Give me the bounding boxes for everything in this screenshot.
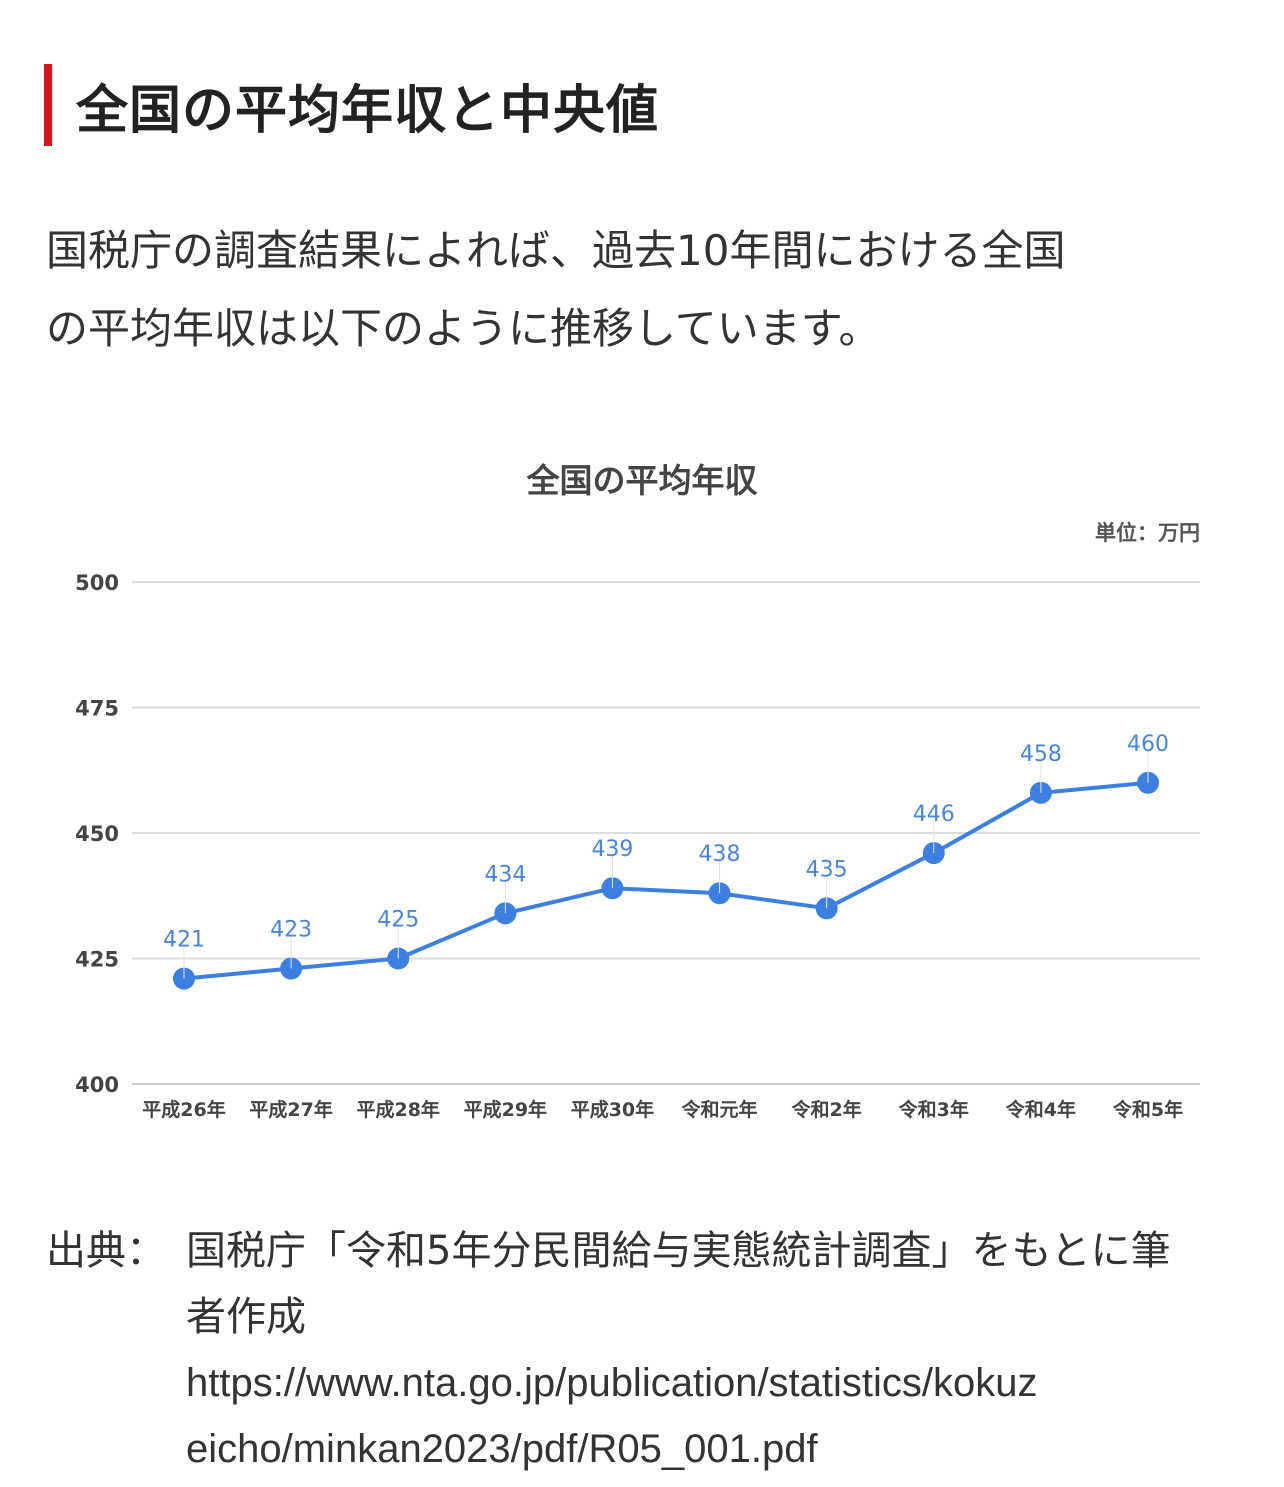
series-line [183, 780, 1149, 981]
average-income-chart: 全国の平均年収 単位：万円 500 475 450 425 400 平成26年 平成27年… [75, 461, 1200, 1121]
source-line-2: 者作成 [186, 1294, 306, 1340]
x-tick-label-4: 平成29年 [464, 1098, 547, 1121]
source-url-line-2[interactable]: eicho/minkan2023/pdf/R05_001.pdf [186, 1427, 818, 1471]
data-label-3: 425 [377, 908, 419, 933]
chart-series-line-group [183, 780, 1149, 981]
y-tick-label-450: 450 [75, 822, 119, 846]
data-label-10: 460 [1127, 732, 1169, 757]
data-label-1: 421 [163, 928, 205, 953]
y-tick-label-425: 425 [75, 948, 119, 972]
intro-line-2: の平均年収は以下のように推移しています。 [46, 304, 881, 353]
heading-accent-bar [44, 64, 52, 146]
chart-x-axis: 平成26年 平成27年 平成28年 平成29年 平成30年 令和元年 令和2年 令和3年 令和4… [142, 1098, 1183, 1121]
x-tick-label-9: 令和4年 [1006, 1098, 1076, 1121]
data-label-6: 438 [699, 842, 741, 867]
x-tick-label-3: 平成28年 [356, 1098, 439, 1121]
intro-paragraph: 国税庁の調査結果によれば、過去10年間における全国 の平均年収は以下のように推移… [46, 212, 1246, 368]
chart-title: 全国の平均年収 [526, 461, 759, 500]
chart-unit-label: 単位：万円 [1095, 521, 1200, 545]
chart-data-labels: 421 423 425 434 439 438 435 446 458 460 [163, 732, 1169, 979]
source-url-line-1[interactable]: https://www.nta.go.jp/publication/statis… [186, 1361, 1038, 1405]
heading-title: 全国の平均年収と中央値 [76, 80, 660, 141]
data-label-8: 446 [913, 802, 955, 827]
chart-points [173, 771, 1159, 990]
x-tick-label-2: 平成27年 [249, 1098, 332, 1121]
x-tick-label-10: 令和5年 [1113, 1098, 1183, 1121]
x-tick-label-5: 平成30年 [571, 1098, 654, 1121]
chart-y-axis: 500 475 450 425 400 [75, 571, 119, 1097]
x-tick-label-8: 令和3年 [899, 1098, 969, 1121]
x-tick-label-1: 平成26年 [142, 1098, 225, 1121]
chart-gridlines [132, 581, 1200, 1085]
y-tick-label-475: 475 [75, 697, 119, 721]
source-line-1: 国税庁「令和5年分民間給与実態統計調査」をもとに筆 [186, 1228, 1171, 1274]
section-heading: 全国の平均年収と中央値 [44, 64, 659, 146]
x-tick-label-6: 令和元年 [682, 1098, 758, 1121]
data-label-4: 434 [484, 862, 526, 887]
intro-line-1: 国税庁の調査結果によれば、過去10年間における全国 [46, 226, 1066, 275]
data-label-7: 435 [806, 857, 848, 882]
data-label-9: 458 [1020, 742, 1062, 767]
data-label-2: 423 [270, 918, 312, 943]
source-body: 国税庁「令和5年分民間給与実態統計調査」をもとに筆 者作成 https://ww… [186, 1218, 1246, 1482]
x-tick-label-7: 令和2年 [792, 1098, 862, 1121]
y-tick-label-400: 400 [75, 1073, 119, 1097]
y-tick-label-500: 500 [75, 571, 119, 595]
data-label-5: 439 [591, 837, 633, 862]
source-label: 出典： [46, 1228, 166, 1274]
